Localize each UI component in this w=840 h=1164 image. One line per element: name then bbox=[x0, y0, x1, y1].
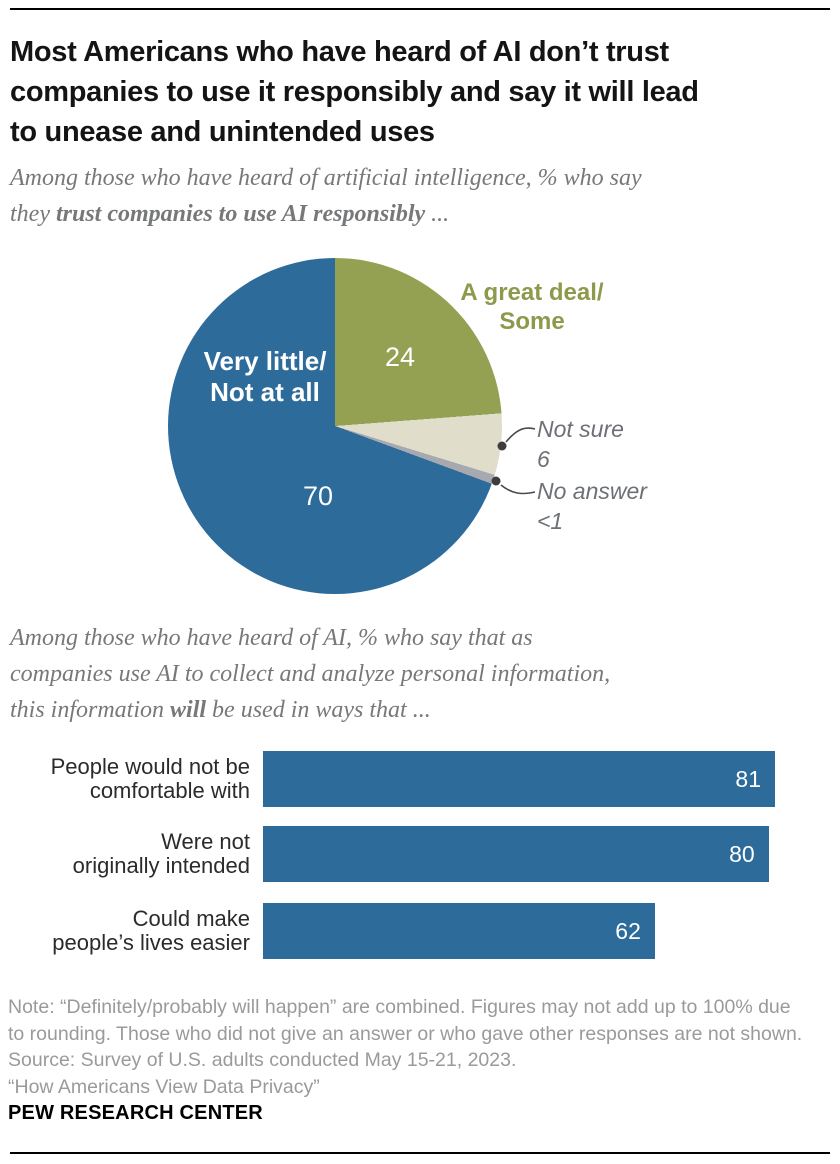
bar-value-lives-easier: 62 bbox=[615, 917, 641, 944]
bar-not-comfortable: 81 bbox=[263, 751, 775, 807]
bar-row-lives-easier: Could make people’s lives easier 62 bbox=[0, 903, 840, 959]
pie-graphic bbox=[168, 258, 502, 594]
pie-label-great-deal: A great deal/ Some bbox=[460, 279, 604, 335]
pie-value-very-little: 70 bbox=[302, 481, 334, 511]
bar-row-not-comfortable: People would not be comfortable with 81 bbox=[0, 751, 840, 807]
pie-label-no-answer: No answer <1 bbox=[537, 478, 647, 534]
report-title-line: “How Americans View Data Privacy” bbox=[8, 1075, 320, 1098]
bar-value-not-intended: 80 bbox=[729, 840, 755, 867]
pie-value-great-deal: 24 bbox=[384, 342, 416, 372]
pie-value-no-answer: <1 bbox=[537, 508, 564, 534]
bar-subtitle-line-1: Among those who have heard of AI, % who … bbox=[10, 625, 533, 651]
title-line-2: companies to use it responsibly and say … bbox=[10, 76, 699, 108]
bar-lives-easier: 62 bbox=[263, 903, 655, 959]
top-divider bbox=[10, 8, 830, 10]
bottom-divider bbox=[10, 1152, 830, 1154]
bar-label-not-comfortable: People would not be comfortable with bbox=[50, 754, 250, 803]
bar-label-not-intended: Were not originally intended bbox=[72, 829, 250, 878]
pie-chart: A great deal/ Some 24 Very little/ Not a… bbox=[0, 250, 840, 615]
pie-label-very-little: Very little/ Not at all bbox=[203, 346, 327, 407]
source-line: Source: Survey of U.S. adults conducted … bbox=[8, 1049, 517, 1071]
bar-label-lives-easier: Could make people’s lives easier bbox=[52, 906, 250, 955]
not-sure-callout-dot bbox=[497, 441, 507, 451]
page-title: Most Americans who have heard of AI don’… bbox=[10, 32, 822, 152]
bar-subtitle-line-2: companies use AI to collect and analyze … bbox=[10, 661, 611, 687]
bar-row-not-intended: Were not originally intended 80 bbox=[0, 826, 840, 882]
chart-note: Note: “Definitely/probably will happen” … bbox=[8, 994, 836, 1100]
pie-value-not-sure: 6 bbox=[537, 446, 550, 472]
note-line-1: Note: “Definitely/probably will happen” … bbox=[8, 996, 791, 1018]
no-answer-callout-dot bbox=[491, 476, 501, 486]
note-line-2: to rounding. Those who did not give an a… bbox=[8, 1022, 803, 1045]
title-line-1: Most Americans who have heard of AI don’… bbox=[10, 36, 669, 68]
no-answer-callout-line bbox=[500, 484, 536, 495]
pie-callout-lines bbox=[491, 427, 536, 495]
pie-label-not-sure: Not sure 6 bbox=[537, 416, 624, 472]
title-line-3: to unease and unintended uses bbox=[10, 116, 435, 148]
pie-chart-subtitle: Among those who have heard of artificial… bbox=[10, 160, 826, 232]
bar-value-not-comfortable: 81 bbox=[735, 765, 761, 792]
pew-research-center-brand: PEW RESEARCH CENTER bbox=[8, 1102, 263, 1124]
not-sure-callout-line bbox=[505, 427, 536, 443]
bar-not-intended: 80 bbox=[263, 826, 769, 882]
bar-subtitle-line-3: this information will be used in ways th… bbox=[10, 697, 431, 723]
bar-chart-subtitle: Among those who have heard of AI, % who … bbox=[10, 620, 826, 728]
pie-subtitle-line-2: they trust companies to use AI responsib… bbox=[10, 201, 450, 227]
pie-subtitle-line-1: Among those who have heard of artificial… bbox=[10, 165, 642, 191]
